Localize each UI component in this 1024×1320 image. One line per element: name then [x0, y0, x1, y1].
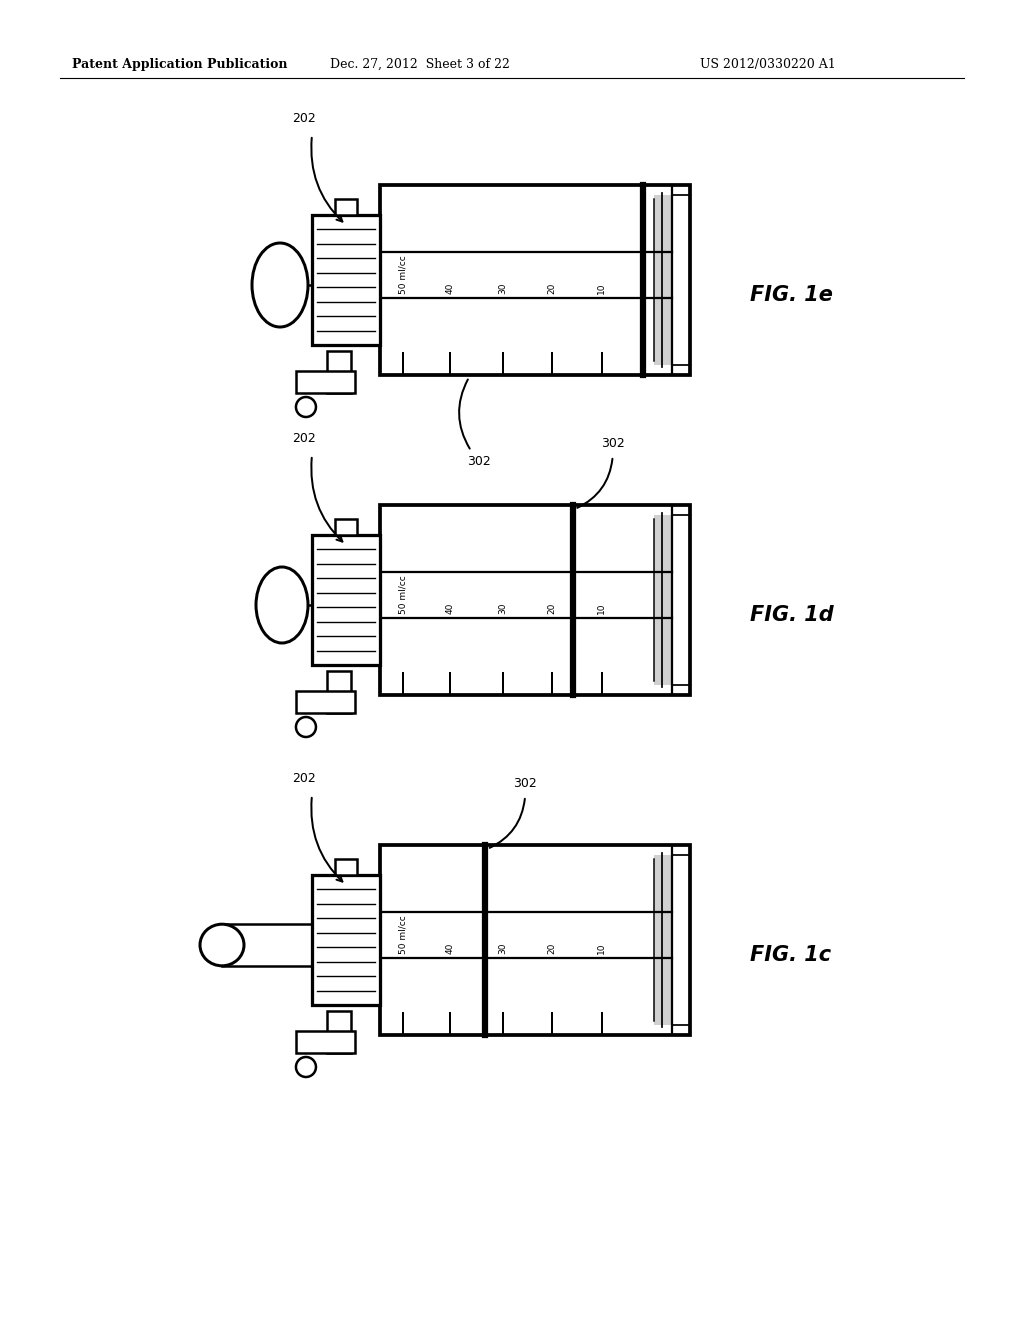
Bar: [654, 515, 672, 685]
Text: 40: 40: [445, 942, 455, 954]
Circle shape: [296, 1057, 316, 1077]
Circle shape: [296, 717, 316, 737]
Bar: [335, 859, 357, 875]
Ellipse shape: [256, 568, 308, 643]
Bar: [654, 855, 672, 1026]
Ellipse shape: [200, 924, 244, 966]
Text: 20: 20: [548, 603, 557, 614]
Text: 30: 30: [498, 942, 507, 954]
Bar: [312, 215, 380, 345]
Text: 20: 20: [548, 282, 557, 294]
Circle shape: [296, 397, 316, 417]
Bar: [296, 371, 355, 393]
Text: US 2012/0330220 A1: US 2012/0330220 A1: [700, 58, 836, 71]
Text: 302: 302: [601, 437, 625, 450]
Bar: [335, 199, 357, 215]
Bar: [312, 535, 380, 665]
Text: 30: 30: [498, 602, 507, 614]
Bar: [296, 690, 355, 713]
Text: 302: 302: [513, 777, 537, 789]
Bar: [380, 506, 690, 696]
Text: Dec. 27, 2012  Sheet 3 of 22: Dec. 27, 2012 Sheet 3 of 22: [330, 58, 510, 71]
Text: 20: 20: [548, 942, 557, 954]
Text: FIG. 1e: FIG. 1e: [750, 285, 833, 305]
Bar: [327, 671, 351, 713]
Bar: [335, 519, 357, 535]
Text: FIG. 1c: FIG. 1c: [750, 945, 831, 965]
Text: 40: 40: [445, 603, 455, 614]
Bar: [654, 195, 672, 366]
Text: 30: 30: [498, 282, 507, 294]
Bar: [380, 845, 690, 1035]
Text: Patent Application Publication: Patent Application Publication: [72, 58, 288, 71]
Bar: [312, 875, 380, 1005]
Bar: [296, 1031, 355, 1053]
Text: 202: 202: [292, 432, 315, 445]
Text: 50 ml/cc: 50 ml/cc: [399, 255, 408, 294]
Text: FIG. 1d: FIG. 1d: [750, 605, 834, 624]
Bar: [327, 1011, 351, 1053]
Text: 10: 10: [597, 282, 606, 294]
Text: 202: 202: [292, 772, 315, 785]
Text: 50 ml/cc: 50 ml/cc: [399, 915, 408, 954]
Text: 40: 40: [445, 282, 455, 294]
Bar: [380, 185, 690, 375]
Text: 10: 10: [597, 602, 606, 614]
Text: 50 ml/cc: 50 ml/cc: [399, 576, 408, 614]
Text: 202: 202: [292, 112, 315, 125]
Bar: [327, 351, 351, 393]
Text: 10: 10: [597, 942, 606, 954]
Ellipse shape: [252, 243, 308, 327]
Text: 302: 302: [467, 455, 492, 469]
